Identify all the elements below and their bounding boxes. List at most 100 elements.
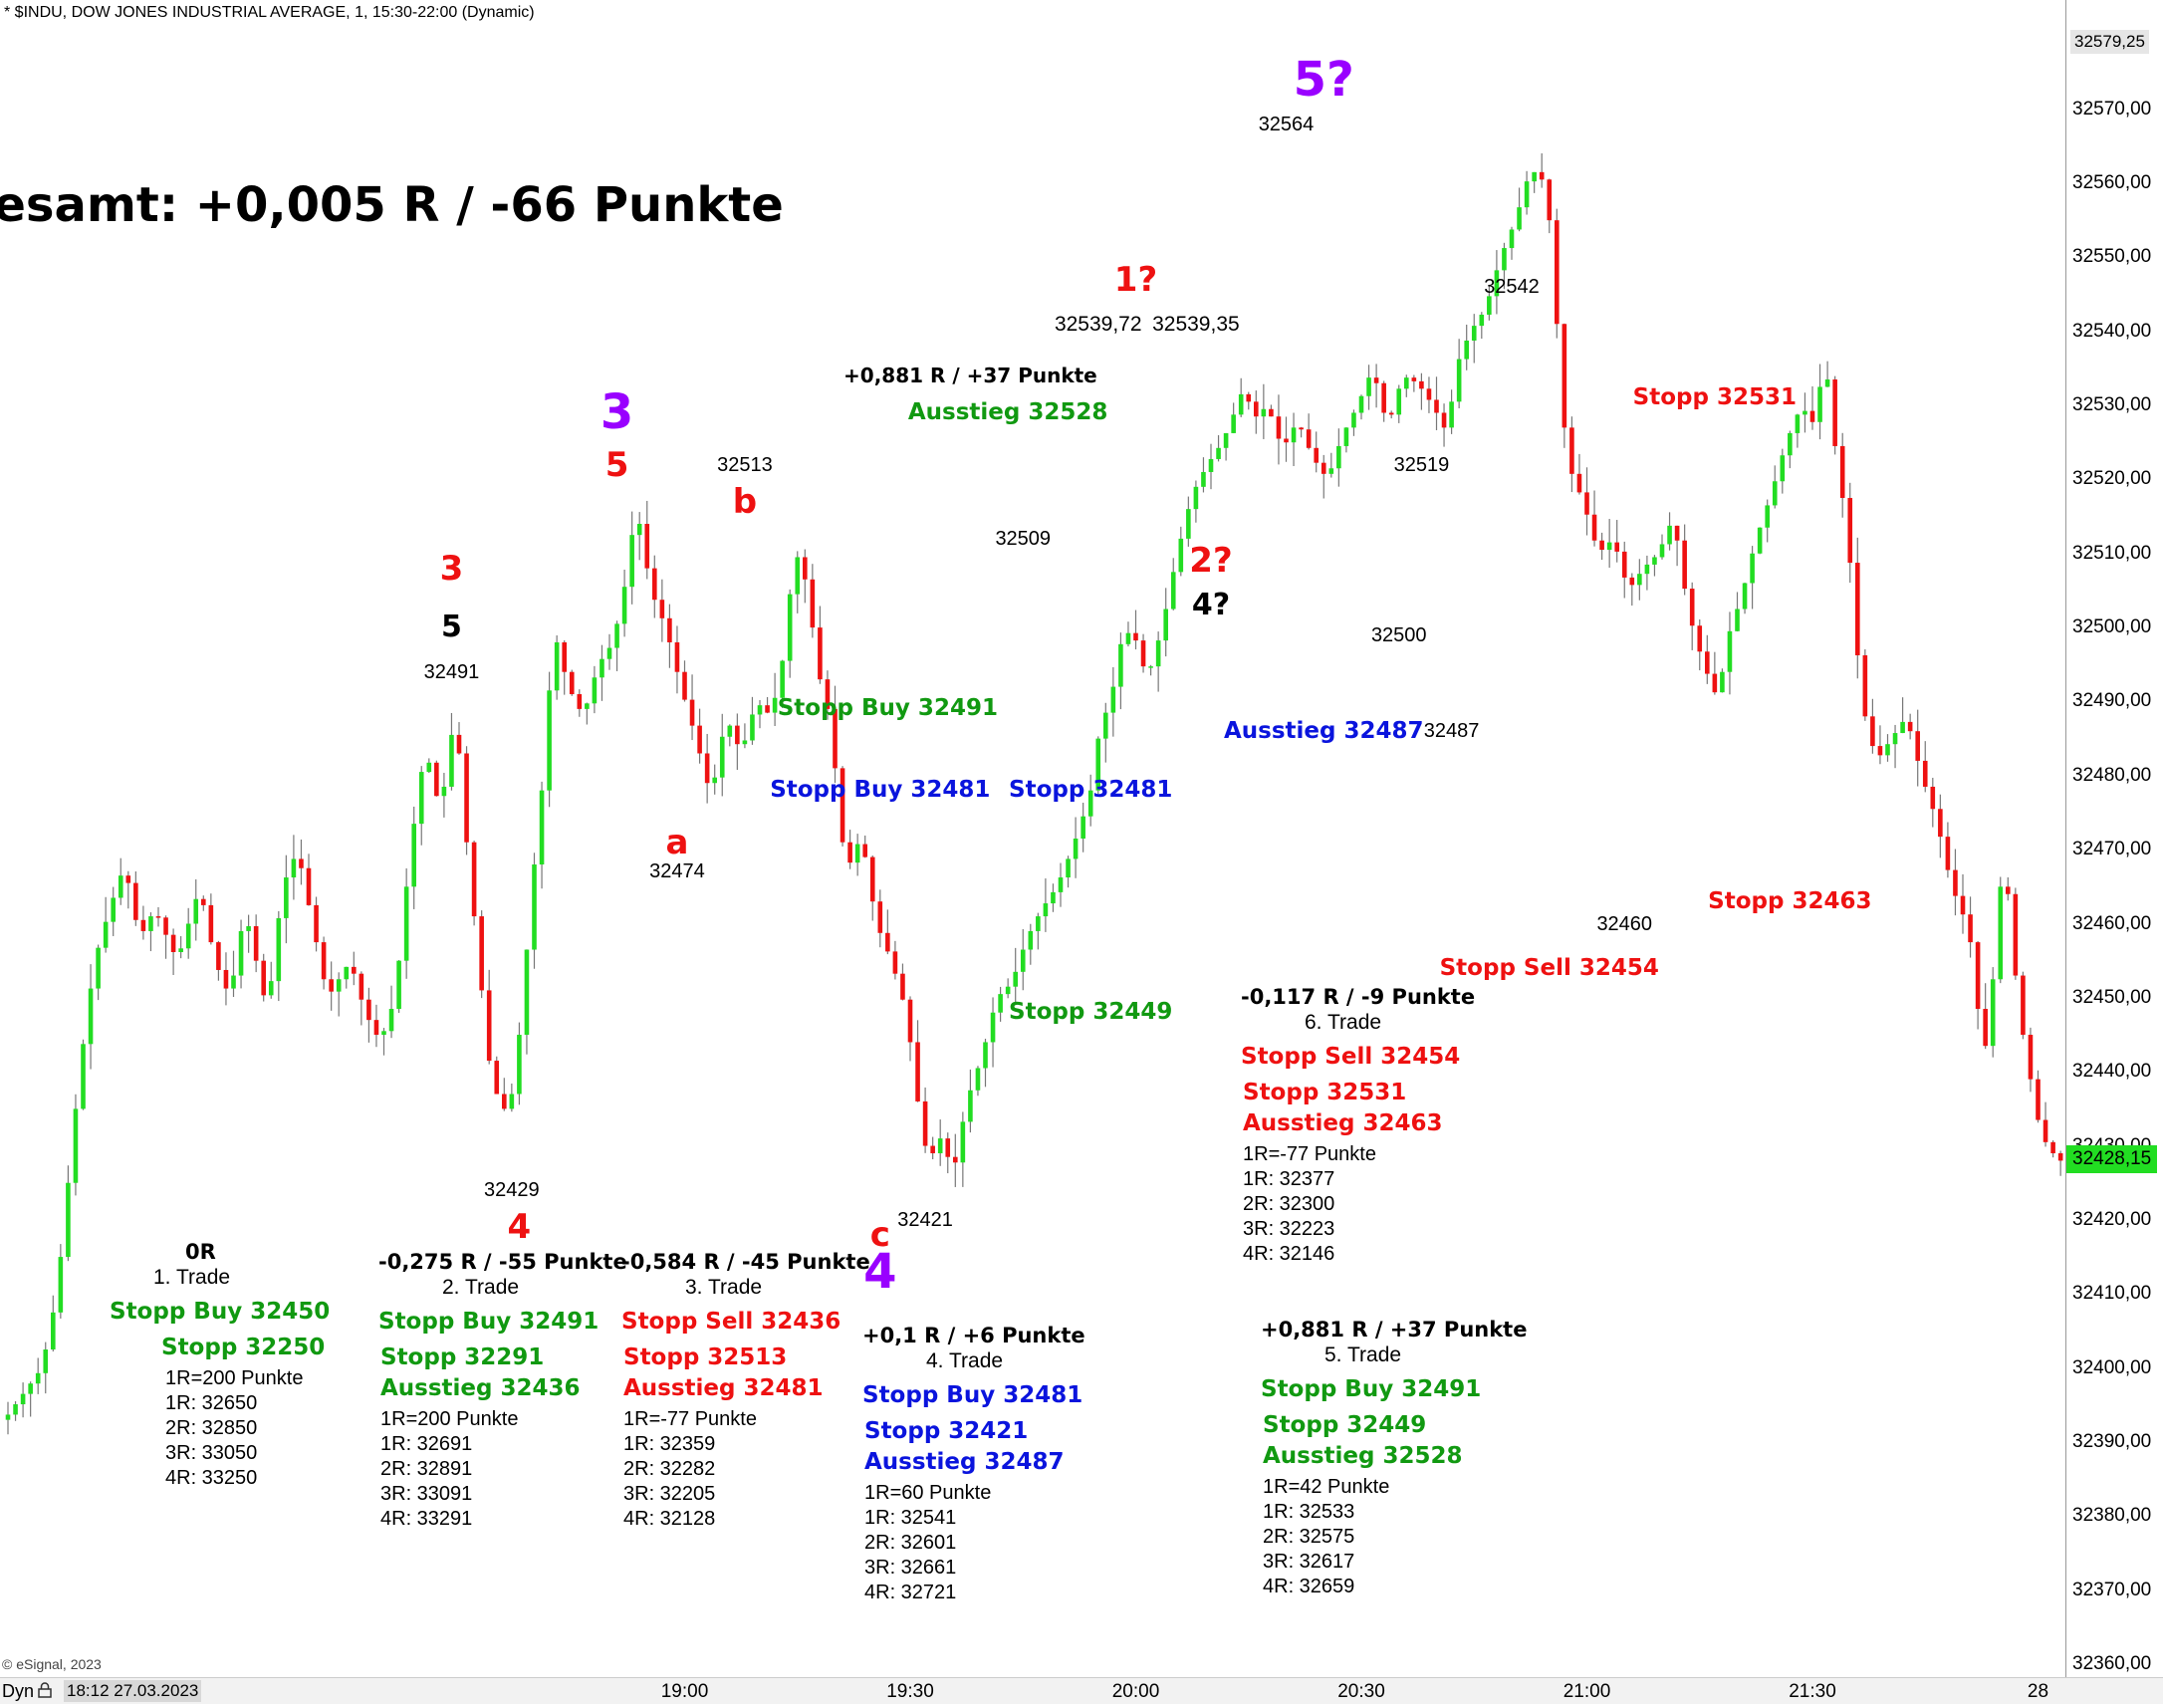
trade-entry: Stopp Buy 32491 bbox=[1261, 1375, 1482, 1402]
candle-body bbox=[1824, 379, 1830, 387]
trade-risk: 1R=60 Punkte bbox=[864, 1481, 992, 1504]
candle-body bbox=[1314, 447, 1319, 463]
candle-body bbox=[352, 966, 357, 974]
candle-body bbox=[1735, 609, 1740, 631]
candle-body bbox=[321, 942, 327, 980]
candle-body bbox=[140, 919, 146, 931]
candle-body bbox=[1576, 473, 1582, 493]
x-tick-label: 19:30 bbox=[886, 1681, 934, 1702]
chart-annotation: +0,881 R / +37 Punkte bbox=[843, 364, 1097, 388]
chart-annotation: Stopp 32481 bbox=[1009, 777, 1173, 804]
chart-annotation: 32460 bbox=[1596, 912, 1653, 935]
price-axis[interactable]: 32360,00 32370,00 32380,00 32390,00 32400,00… bbox=[2065, 0, 2163, 1677]
candle-body bbox=[750, 714, 755, 741]
candle-body bbox=[125, 875, 131, 883]
candle-body bbox=[795, 557, 801, 595]
candle-body bbox=[1321, 462, 1326, 474]
chart-annotation: 32491 bbox=[423, 660, 480, 683]
trade-target: 3R: 32661 bbox=[864, 1556, 957, 1579]
candle-body bbox=[1456, 359, 1462, 402]
trade-target: 4R: 32659 bbox=[1263, 1575, 1355, 1597]
candle-body bbox=[885, 932, 890, 952]
chart-annotation: Stopp 32449 bbox=[1009, 999, 1173, 1026]
candle-body bbox=[1118, 643, 1123, 687]
trade-target: 4R: 33291 bbox=[380, 1507, 473, 1530]
time-axis[interactable]: 19:00 19:30 20:00 20:30 21:00 21:30 28 bbox=[0, 1677, 2065, 1703]
candle-body bbox=[1306, 429, 1312, 448]
candle-body bbox=[486, 990, 492, 1062]
candle-body bbox=[1201, 471, 1206, 487]
candle-body bbox=[1720, 671, 1725, 693]
candle-body bbox=[1351, 412, 1356, 428]
candle-body bbox=[1862, 654, 1868, 717]
candle-body bbox=[1802, 410, 1807, 415]
candle-body bbox=[1223, 432, 1229, 448]
trade-target: 4R: 32721 bbox=[864, 1581, 957, 1603]
candle-body bbox=[907, 999, 913, 1043]
candle-body bbox=[1817, 386, 1822, 422]
candle-body bbox=[1539, 171, 1545, 180]
candle-body bbox=[1426, 388, 1432, 400]
trade-entry: Stopp Buy 32491 bbox=[378, 1308, 600, 1335]
chart-annotation: Stopp 32531 bbox=[1632, 384, 1798, 411]
trade-label: 2. Trade bbox=[442, 1276, 520, 1300]
candle-body bbox=[780, 660, 785, 698]
candle-body bbox=[1990, 979, 1996, 1047]
candle-body bbox=[585, 703, 590, 709]
candle-body bbox=[1689, 589, 1695, 626]
candle-body bbox=[373, 1020, 379, 1036]
candle-body bbox=[606, 647, 612, 659]
trade-stop: Stopp 32421 bbox=[864, 1418, 1029, 1445]
candle-body bbox=[2057, 1152, 2063, 1161]
candle-body bbox=[1087, 790, 1093, 817]
candle-body bbox=[636, 524, 642, 536]
x-tick-label: 19:00 bbox=[660, 1681, 709, 1702]
candle-body bbox=[1795, 414, 1801, 433]
candle-body bbox=[276, 917, 282, 982]
chart-annotation: 32539,72 bbox=[1054, 312, 1142, 336]
candle-body bbox=[1945, 837, 1951, 870]
candle-body bbox=[577, 694, 583, 709]
candle-body bbox=[1449, 401, 1454, 428]
candle-body bbox=[1208, 458, 1214, 472]
trade-target: 3R: 32223 bbox=[1243, 1217, 1335, 1240]
trade-exit: Ausstieg 32528 bbox=[1263, 1443, 1463, 1469]
candle-body bbox=[1847, 497, 1853, 564]
lock-icon[interactable] bbox=[38, 1682, 52, 1698]
chart-annotation: 4 bbox=[863, 1243, 897, 1300]
candle-body bbox=[284, 877, 289, 918]
chart-annotation: Ausstieg 32528 bbox=[907, 398, 1108, 425]
candle-body bbox=[88, 988, 94, 1045]
candle-body bbox=[547, 690, 552, 791]
trade-target: 1R: 32359 bbox=[623, 1432, 716, 1455]
candle-body bbox=[1809, 410, 1815, 422]
trade-target: 3R: 33091 bbox=[380, 1482, 473, 1505]
candle-body bbox=[968, 1090, 973, 1122]
dyn-button[interactable]: Dyn bbox=[2, 1681, 35, 1701]
candle-body bbox=[1697, 625, 1703, 652]
chart-annotation: 4 bbox=[507, 1207, 532, 1248]
x-tick-label: 28 bbox=[2027, 1681, 2049, 1702]
trade-target: 2R: 32601 bbox=[864, 1531, 957, 1554]
trade-target: 2R: 32891 bbox=[380, 1457, 473, 1480]
y-tick-label: 32520,00 bbox=[2072, 468, 2152, 490]
chart-annotation: 5? bbox=[1293, 51, 1354, 108]
candle-body bbox=[1381, 382, 1386, 413]
candle-body bbox=[96, 947, 101, 989]
candle-body bbox=[825, 679, 831, 709]
candle-body bbox=[1606, 542, 1612, 551]
footer-datetime: 18:12 27.03.2023 bbox=[64, 1680, 202, 1702]
candle-body bbox=[1780, 455, 1786, 482]
candle-body bbox=[66, 1182, 71, 1258]
candle-body bbox=[719, 736, 725, 778]
candle-body bbox=[569, 671, 575, 695]
candle-body bbox=[1757, 527, 1763, 554]
candle-body bbox=[329, 979, 334, 992]
candle-body bbox=[2006, 886, 2011, 894]
candle-body bbox=[1765, 505, 1770, 528]
candle-body bbox=[253, 925, 259, 961]
candle-body bbox=[539, 790, 545, 865]
chart-annotation: 4? bbox=[1191, 587, 1231, 622]
trade-target: 3R: 32205 bbox=[623, 1482, 716, 1505]
x-tick-label: 20:30 bbox=[1337, 1681, 1385, 1702]
